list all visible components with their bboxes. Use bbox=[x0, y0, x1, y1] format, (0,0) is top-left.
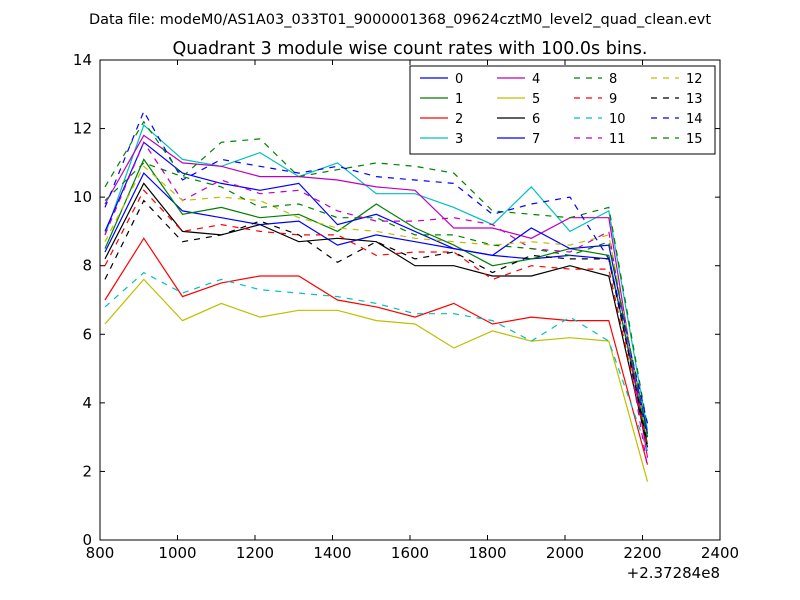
y-tick-label: 12 bbox=[73, 120, 92, 138]
legend-label-15: 15 bbox=[686, 132, 703, 147]
legend-label-11: 11 bbox=[609, 132, 626, 147]
legend-label-3: 3 bbox=[455, 132, 463, 147]
series-line-0 bbox=[104, 172, 649, 438]
legend-label-7: 7 bbox=[532, 132, 540, 147]
series-line-13 bbox=[104, 199, 649, 445]
legend-label-10: 10 bbox=[609, 112, 626, 127]
legend-label-4: 4 bbox=[532, 72, 540, 87]
y-tick-label: 10 bbox=[73, 188, 92, 206]
series-line-7 bbox=[104, 141, 649, 434]
legend-label-13: 13 bbox=[686, 92, 703, 107]
y-tick-label: 0 bbox=[82, 531, 92, 549]
series-line-9 bbox=[104, 189, 649, 448]
legend-label-5: 5 bbox=[532, 92, 540, 107]
x-tick-label: 1400 bbox=[313, 544, 351, 562]
plot-lines bbox=[104, 110, 649, 482]
legend-label-0: 0 bbox=[455, 72, 463, 87]
series-line-5 bbox=[104, 278, 649, 482]
series-line-10 bbox=[104, 271, 649, 452]
series-line-15 bbox=[104, 120, 649, 438]
series-line-6 bbox=[104, 182, 649, 448]
x-tick-label: 2200 bbox=[623, 544, 661, 562]
y-tick-label: 4 bbox=[82, 394, 92, 412]
legend-label-9: 9 bbox=[609, 92, 617, 107]
x-tick-label: 2000 bbox=[546, 544, 584, 562]
x-offset-label: +2.37284e8 bbox=[627, 564, 720, 582]
x-tick-label: 1000 bbox=[158, 544, 196, 562]
series-line-14 bbox=[104, 110, 649, 424]
series-line-4 bbox=[104, 134, 649, 458]
series-line-3 bbox=[104, 124, 649, 431]
series-line-11 bbox=[104, 141, 649, 469]
x-tick-label: 1200 bbox=[236, 544, 274, 562]
legend-box bbox=[409, 65, 716, 155]
legend-label-6: 6 bbox=[532, 112, 540, 127]
y-tick-label: 2 bbox=[82, 462, 92, 480]
legend-label-1: 1 bbox=[455, 92, 463, 107]
series-line-2 bbox=[104, 237, 649, 465]
x-tick-label: 800 bbox=[86, 544, 115, 562]
data-file-title: Data file: modeM0/AS1A03_033T01_90000013… bbox=[89, 12, 711, 28]
series-line-1 bbox=[104, 158, 649, 445]
axes: 800 1000 1200 1400 1600 1800 2000 2200 2400 0 2 4 6 8… bbox=[73, 51, 739, 562]
legend-label-8: 8 bbox=[609, 72, 617, 87]
y-tick-label: 8 bbox=[82, 257, 92, 275]
x-tick-label: 1600 bbox=[391, 544, 429, 562]
legend-label-12: 12 bbox=[686, 72, 703, 87]
legend-label-14: 14 bbox=[686, 112, 703, 127]
chart-title: Quadrant 3 module wise count rates with … bbox=[173, 39, 648, 59]
y-tick-label: 14 bbox=[73, 51, 92, 69]
series-line-8 bbox=[104, 138, 649, 428]
y-tick-label: 6 bbox=[82, 325, 92, 343]
legend-label-2: 2 bbox=[455, 112, 463, 127]
series-line-12 bbox=[104, 165, 649, 441]
x-tick-label: 2400 bbox=[701, 544, 739, 562]
x-tick-label: 1800 bbox=[468, 544, 506, 562]
